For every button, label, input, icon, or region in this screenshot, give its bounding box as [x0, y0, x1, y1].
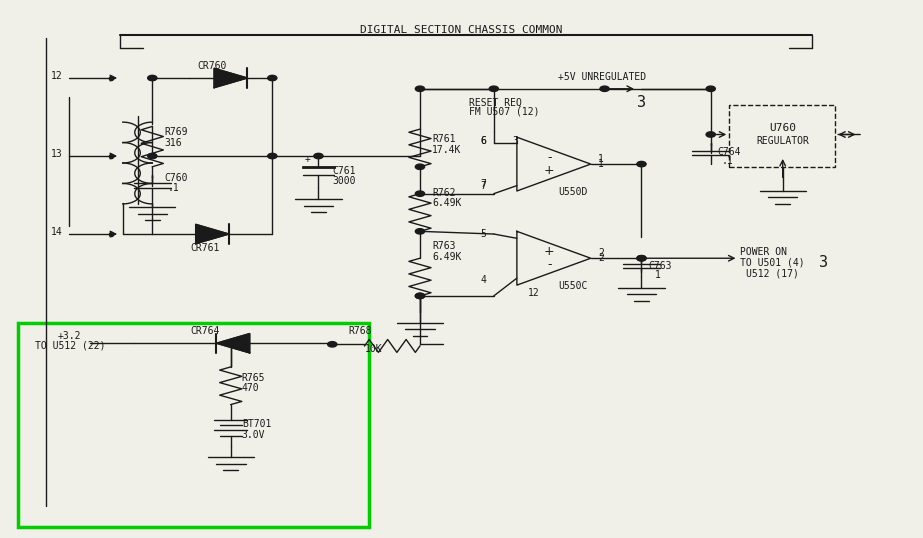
Polygon shape — [216, 334, 249, 353]
Polygon shape — [196, 224, 229, 244]
Text: U550D: U550D — [558, 187, 588, 197]
Text: 7: 7 — [481, 181, 486, 190]
Circle shape — [415, 229, 425, 234]
Text: .1: .1 — [168, 183, 180, 193]
Text: 2: 2 — [598, 248, 604, 258]
Text: .1: .1 — [722, 157, 734, 166]
Text: 3000: 3000 — [332, 176, 355, 186]
Text: 470: 470 — [242, 384, 259, 393]
Text: U760: U760 — [769, 123, 797, 132]
Text: C761: C761 — [332, 166, 355, 176]
Text: 3: 3 — [819, 255, 828, 270]
Text: 1: 1 — [655, 271, 661, 280]
Text: TO U501 (4): TO U501 (4) — [740, 258, 805, 267]
Text: -: - — [547, 151, 551, 164]
Text: 6: 6 — [481, 136, 486, 146]
Text: REGULATOR: REGULATOR — [756, 136, 809, 146]
Circle shape — [706, 86, 715, 91]
Text: 3.0V: 3.0V — [242, 430, 265, 440]
Text: U512 (17): U512 (17) — [746, 268, 798, 278]
Text: 3: 3 — [637, 95, 646, 110]
Text: 17.4K: 17.4K — [432, 145, 462, 154]
Circle shape — [637, 256, 646, 261]
Text: C763: C763 — [649, 261, 672, 271]
Text: BT701: BT701 — [242, 419, 271, 429]
Text: C764: C764 — [717, 147, 740, 157]
Text: POWER ON: POWER ON — [740, 247, 787, 257]
Text: R762: R762 — [432, 188, 455, 197]
Circle shape — [415, 293, 425, 299]
Text: 1: 1 — [598, 159, 604, 169]
Circle shape — [415, 86, 425, 91]
Text: DIGITAL SECTION CHASSIS COMMON: DIGITAL SECTION CHASSIS COMMON — [360, 25, 563, 35]
Circle shape — [148, 75, 157, 81]
Polygon shape — [214, 68, 247, 88]
Circle shape — [268, 75, 277, 81]
Text: 316: 316 — [164, 138, 182, 147]
Text: 14: 14 — [51, 228, 63, 237]
Circle shape — [415, 191, 425, 196]
Circle shape — [226, 341, 235, 346]
Circle shape — [268, 153, 277, 159]
Text: 13: 13 — [51, 150, 63, 159]
Text: FM U507 (12): FM U507 (12) — [469, 107, 539, 116]
Text: R763: R763 — [432, 242, 455, 251]
Text: 4: 4 — [481, 275, 486, 285]
Text: CR760: CR760 — [198, 61, 227, 71]
Text: +: + — [544, 164, 555, 177]
Text: TO U512 (22): TO U512 (22) — [35, 341, 105, 350]
Text: 12: 12 — [528, 288, 540, 298]
Circle shape — [706, 132, 715, 137]
Text: CR761: CR761 — [190, 243, 220, 253]
Text: 6.49K: 6.49K — [432, 199, 462, 208]
Text: 7: 7 — [481, 179, 486, 189]
Circle shape — [637, 256, 646, 261]
Text: U550C: U550C — [558, 281, 588, 291]
Circle shape — [148, 153, 157, 159]
Text: 3: 3 — [512, 136, 518, 146]
Text: +: + — [305, 154, 310, 164]
Text: +: + — [544, 245, 555, 258]
Text: R768: R768 — [348, 326, 372, 336]
Text: 2: 2 — [598, 253, 604, 263]
Text: +5V UNREGULATED: +5V UNREGULATED — [558, 72, 646, 82]
Circle shape — [600, 86, 609, 91]
Text: R769: R769 — [164, 127, 187, 137]
Circle shape — [328, 342, 337, 347]
Text: 1: 1 — [598, 154, 604, 164]
Text: 5: 5 — [481, 229, 486, 239]
Circle shape — [314, 153, 323, 159]
Text: R765: R765 — [242, 373, 265, 383]
Text: 6: 6 — [481, 136, 486, 146]
Circle shape — [489, 86, 498, 91]
Circle shape — [415, 293, 425, 299]
Circle shape — [415, 164, 425, 169]
Text: -: - — [547, 258, 551, 271]
Circle shape — [637, 161, 646, 167]
Text: 12: 12 — [51, 72, 63, 81]
Text: +3.2: +3.2 — [57, 331, 80, 341]
Text: 6.49K: 6.49K — [432, 252, 462, 262]
Text: 10K: 10K — [365, 344, 382, 355]
Text: CR764: CR764 — [190, 326, 220, 336]
Text: RESET REQ: RESET REQ — [469, 97, 521, 107]
Text: R761: R761 — [432, 134, 455, 144]
Text: C760: C760 — [164, 173, 187, 182]
